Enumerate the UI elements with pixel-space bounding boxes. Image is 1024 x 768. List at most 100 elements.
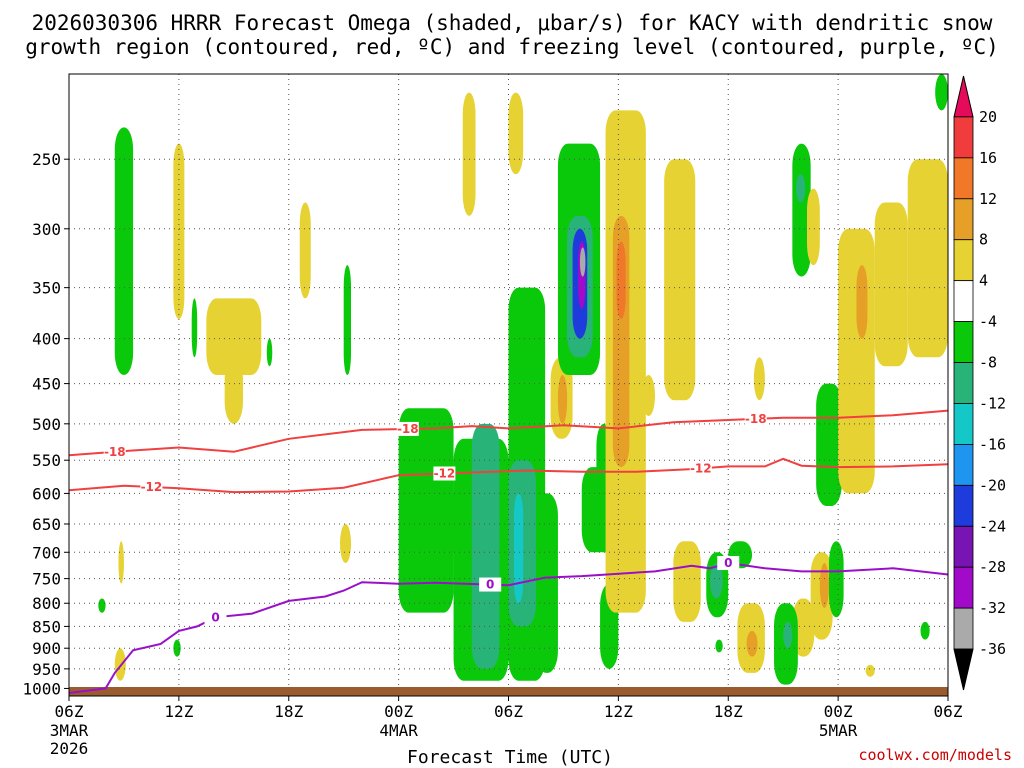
- omega-cell-46: [715, 639, 723, 653]
- omega-cell-22: [481, 467, 491, 604]
- colorbar-swatch-7: [953, 362, 974, 404]
- omega-cell-40: [642, 375, 655, 417]
- y-tick-label-600: 600: [32, 484, 61, 503]
- omega-cell-7: [173, 639, 181, 657]
- contour-lines: -18 -18 -18 -12 -12 -12 0 0 0: [68, 409, 949, 694]
- colorbar-label-4: 4: [979, 272, 988, 290]
- omega-cell-17: [404, 541, 417, 604]
- y-tick-label-750: 750: [32, 570, 61, 589]
- y-tick-label-700: 700: [32, 543, 61, 562]
- ground-strip: [69, 687, 948, 696]
- colorbar-label-2: 12: [979, 190, 997, 208]
- colorbar-label-7: -12: [979, 394, 1006, 412]
- omega-cell-8: [206, 298, 262, 376]
- colorbar-label-9: -20: [979, 476, 1006, 494]
- dgz-minus12-line-label-0: -12: [141, 480, 163, 494]
- colorbar-swatch-12: [953, 566, 974, 609]
- y-tick-label-900: 900: [32, 639, 61, 658]
- x-tick-label-3: 00Z: [384, 702, 413, 721]
- omega-cell-15: [508, 92, 524, 175]
- omega-cell-5: [173, 143, 185, 320]
- x-axis-label: Forecast Time (UTC): [407, 747, 613, 768]
- freezing-level-line: [68, 561, 949, 694]
- omega-cell-11: [299, 202, 311, 299]
- y-tick-label-400: 400: [32, 330, 61, 349]
- colorbar-label-8: -16: [979, 435, 1006, 453]
- x-tick-label-5: 12Z: [604, 702, 633, 721]
- colorbar-top-arrow: [953, 75, 974, 118]
- colorbar-swatch-6: [953, 321, 974, 363]
- omega-cell-54: [828, 541, 844, 618]
- omega-cell-48: [792, 143, 811, 277]
- colorbar-label-6: -8: [979, 354, 997, 372]
- omega-cell-63: [907, 159, 948, 358]
- dgz-minus18-line-label-2: -18: [745, 412, 767, 426]
- freezing-level-line-label-1: 0: [486, 578, 494, 592]
- omega-cell-1: [120, 188, 130, 320]
- omega-cell-10: [266, 338, 273, 367]
- y-tick-label-1000: 1000: [22, 679, 61, 698]
- colorbar-swatch-5: [953, 280, 974, 322]
- dgz-minus12-line-label-2: -12: [690, 461, 712, 475]
- dgz-minus18-line-label-1: -18: [397, 422, 419, 436]
- y-tick-label-950: 950: [32, 660, 61, 679]
- ground-bar: [69, 687, 948, 696]
- x-tick-year-0: 2026: [50, 739, 89, 758]
- y-tick-label-450: 450: [32, 375, 61, 394]
- freezing-level-line-label-bg-0: [204, 610, 227, 625]
- omega-cell-47: [753, 357, 765, 401]
- omega-cell-13: [340, 523, 352, 564]
- colorbar-label-3: 8: [979, 231, 988, 249]
- y-tick-label-500: 500: [32, 415, 61, 434]
- colorbar-swatch-8: [953, 403, 974, 445]
- y-tick-label-300: 300: [32, 220, 61, 239]
- colorbar-label-5: -4: [979, 313, 997, 331]
- dgz-minus18-line-label-bg-0: [103, 444, 126, 459]
- omega-cell-65: [920, 621, 930, 640]
- colorbar-swatch-2: [953, 157, 974, 200]
- dgz-minus12-line-label-bg-2: [689, 461, 712, 476]
- y-tick-label-650: 650: [32, 515, 61, 534]
- x-tick-label-1: 12Z: [164, 702, 193, 721]
- colorbar-label-1: 16: [979, 149, 997, 167]
- y-tick-label-800: 800: [32, 594, 61, 613]
- omega-cell-14: [462, 92, 476, 216]
- y-tick-label-550: 550: [32, 451, 61, 470]
- dgz-minus18-line: [68, 409, 949, 457]
- omega-cell-51: [816, 383, 842, 506]
- omega-cell-32: [579, 247, 586, 277]
- omega-cell-60: [838, 228, 875, 494]
- colorbar-label-11: -28: [979, 558, 1006, 576]
- x-tick-date-3: 4MAR: [379, 721, 418, 740]
- chart-title-line2: growth region (contoured, red, ºC) and f…: [25, 35, 999, 59]
- dgz-minus18-line-label-bg-1: [396, 421, 419, 436]
- dgz-minus12-line-label-bg-1: [433, 466, 456, 481]
- omega-cell-49: [796, 174, 806, 203]
- omega-shading: [98, 74, 948, 685]
- colorbar-label-10: -24: [979, 517, 1006, 535]
- freezing-level-line-label-0: 0: [211, 610, 219, 624]
- dgz-minus12-line-label-1: -12: [434, 467, 456, 481]
- omega-cell-25: [535, 493, 558, 673]
- omega-cell-41: [664, 159, 696, 401]
- colorbar-swatch-4: [953, 239, 974, 282]
- omega-cell-6: [191, 298, 198, 358]
- x-tick-date-7: 5MAR: [819, 721, 858, 740]
- dgz-minus12-line: [68, 457, 949, 494]
- colorbar-label-13: -36: [979, 640, 1006, 658]
- dgz-minus18-line-label-0: -18: [104, 445, 126, 459]
- omega-cell-42: [673, 541, 701, 622]
- omega-cell-4: [114, 648, 126, 681]
- colorbar-label-12: -32: [979, 599, 1006, 617]
- colorbar-bottom-arrow: [953, 648, 974, 691]
- x-tick-label-6: 18Z: [714, 702, 743, 721]
- omega-cell-24: [513, 493, 524, 604]
- chart-title-line1: 2026030306 HRRR Forecast Omega (shaded, …: [32, 11, 993, 35]
- y-tick-label-350: 350: [32, 279, 61, 298]
- omega-cell-27: [557, 375, 568, 424]
- dgz-minus18-line-label-bg-2: [744, 411, 767, 426]
- omega-cell-61: [856, 265, 868, 339]
- x-tick-label-4: 06Z: [494, 702, 523, 721]
- omega-cell-12: [343, 265, 352, 376]
